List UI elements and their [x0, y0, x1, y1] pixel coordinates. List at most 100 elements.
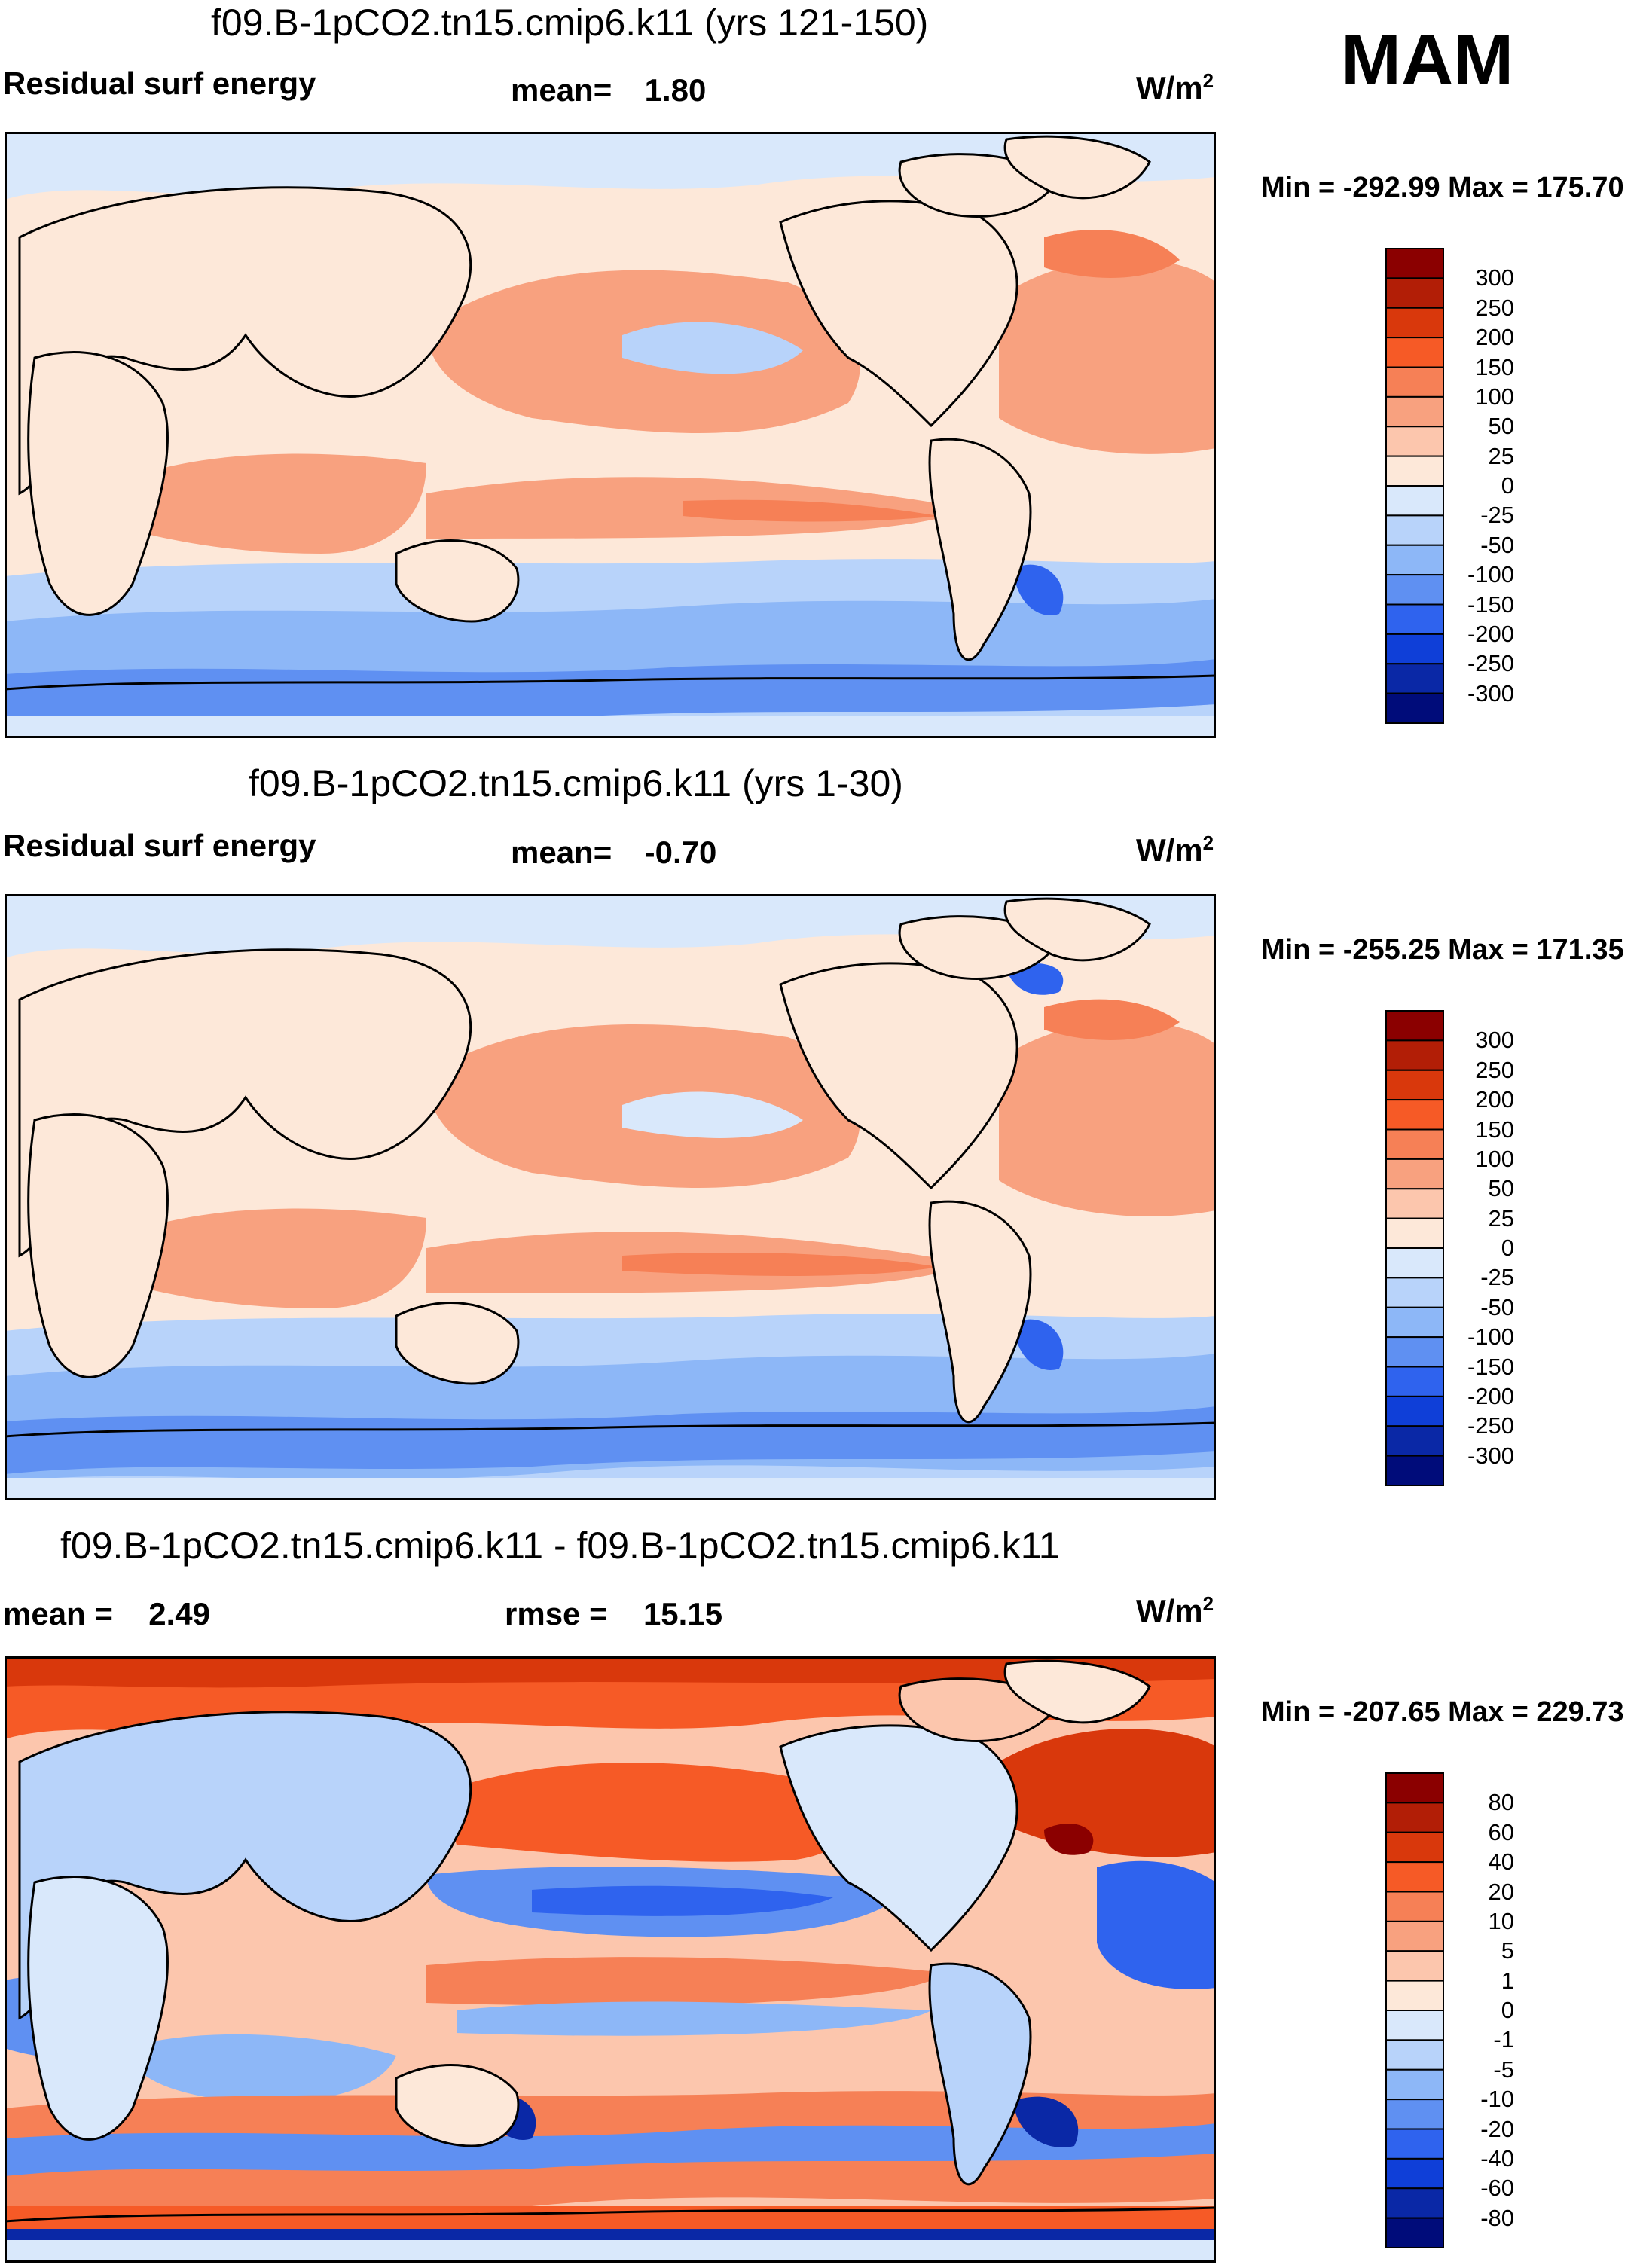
colorbar-swatch [1385, 1336, 1444, 1368]
colorbar-tick-label: 0 [1501, 1235, 1514, 1261]
panel-1-mean-label: mean= 1.80 [511, 72, 706, 109]
colorbar-tick-label: -50 [1480, 531, 1514, 558]
colorbar-tick-label: 0 [1501, 472, 1514, 499]
colorbar-swatch [1385, 544, 1444, 576]
colorbar-swatch [1385, 1188, 1444, 1219]
colorbar-swatch [1385, 1831, 1444, 1864]
colorbar-tick-label: 250 [1475, 294, 1514, 321]
panel-1-map [5, 132, 1216, 738]
season-label: MAM [1341, 20, 1514, 100]
panel-2-colorbar [1385, 1010, 1444, 1486]
colorbar-swatch [1385, 485, 1444, 517]
panel-1-mean-value: 1.80 [644, 72, 707, 108]
panel-3-rmse-text: rmse = [505, 1596, 608, 1632]
colorbar-swatch [1385, 1069, 1444, 1101]
colorbar-tick-label: -60 [1480, 2175, 1514, 2202]
panel-3-mean-text: mean = [3, 1596, 113, 1632]
panel-1-minmax: Min = -292.99 Max = 175.70 [1261, 172, 1624, 203]
colorbar-swatch [1385, 1772, 1444, 1804]
panel-1-variable-label: Residual surf energy [3, 66, 316, 101]
colorbar-tick-label: -300 [1467, 679, 1514, 707]
colorbar-swatch [1385, 663, 1444, 694]
colorbar-tick-label: 150 [1475, 1116, 1514, 1143]
colorbar-tick-label: 40 [1488, 1848, 1514, 1876]
colorbar-tick-label: -250 [1467, 650, 1514, 677]
colorbar-tick-label: -50 [1480, 1293, 1514, 1320]
panel-3-colorbar [1385, 1772, 1444, 2248]
colorbar-tick-label: 0 [1501, 1997, 1514, 2023]
panel-1-units: W/m2 [1136, 69, 1214, 105]
colorbar-tick-label: -200 [1467, 620, 1514, 647]
colorbar-swatch [1385, 2217, 1444, 2248]
colorbar-tick-label: 100 [1475, 383, 1514, 410]
colorbar-tick-label: -1 [1493, 2026, 1514, 2053]
panel-2-mean-label: mean= -0.70 [511, 834, 716, 871]
panel-2-units: W/m2 [1136, 832, 1214, 868]
colorbar-tick-label: 1 [1501, 1967, 1514, 1994]
colorbar-swatch [1385, 514, 1444, 546]
colorbar-tick-label: -200 [1467, 1382, 1514, 1409]
colorbar-tick-label: -300 [1467, 1442, 1514, 1469]
colorbar-swatch [1385, 426, 1444, 457]
panel-3-map [5, 1656, 1216, 2263]
colorbar-tick-label: 25 [1488, 442, 1514, 469]
panel-3-title: f09.B-1pCO2.tn15.cmip6.k11 - f09.B-1pCO2… [60, 1525, 1060, 1567]
colorbar-tick-label: -150 [1467, 591, 1514, 618]
panel-3-mean-value: 2.49 [148, 1596, 211, 1632]
panel-2-mean-text: mean= [511, 835, 612, 870]
panel-3-rmse-label: rmse = 15.15 [505, 1595, 722, 1633]
colorbar-tick-label: -25 [1480, 1264, 1514, 1291]
panel-1-mean-text: mean= [511, 72, 612, 108]
panel-2-map [5, 894, 1216, 1500]
colorbar-tick-label: -100 [1467, 1323, 1514, 1351]
colorbar-tick-label: 5 [1501, 1937, 1514, 1964]
colorbar-tick-label: -5 [1493, 2056, 1514, 2083]
colorbar-tick-label: 300 [1475, 1027, 1514, 1054]
colorbar-tick-label: 200 [1475, 1086, 1514, 1113]
colorbar-swatch [1385, 1099, 1444, 1131]
panel-1-colorbar [1385, 248, 1444, 724]
colorbar-tick-label: 10 [1488, 1907, 1514, 1934]
panel-2-mean-value: -0.70 [644, 835, 717, 870]
colorbar-tick-label: -20 [1480, 2115, 1514, 2142]
panel-3-rmse-value: 15.15 [643, 1596, 723, 1632]
colorbar-tick-label: 250 [1475, 1056, 1514, 1083]
panel-3-minmax: Min = -207.65 Max = 229.73 [1261, 1696, 1624, 1728]
colorbar-tick-label: 50 [1488, 413, 1514, 440]
colorbar-tick-label: 80 [1488, 1789, 1514, 1816]
panel-2-variable-label: Residual surf energy [3, 828, 316, 863]
colorbar-swatch [1385, 1247, 1444, 1279]
colorbar-tick-label: 60 [1488, 1818, 1514, 1845]
colorbar-tick-label: 300 [1475, 264, 1514, 292]
colorbar-tick-label: -150 [1467, 1353, 1514, 1380]
panel-2-title: f09.B-1pCO2.tn15.cmip6.k11 (yrs 1-30) [249, 762, 903, 804]
colorbar-swatch [1385, 1277, 1444, 1308]
colorbar-swatch [1385, 307, 1444, 339]
colorbar-swatch [1385, 2010, 1444, 2041]
colorbar-swatch [1385, 366, 1444, 398]
panel-3-mean-label: mean = 2.49 [3, 1595, 210, 1633]
colorbar-swatch [1385, 2128, 1444, 2160]
colorbar-swatch [1385, 2039, 1444, 2071]
panel-1-title: f09.B-1pCO2.tn15.cmip6.k11 (yrs 121-150) [211, 2, 929, 44]
colorbar-tick-label: -100 [1467, 561, 1514, 588]
colorbar-swatch [1385, 692, 1444, 724]
colorbar-tick-label: 100 [1475, 1145, 1514, 1172]
colorbar-tick-label: -80 [1480, 2204, 1514, 2231]
colorbar-tick-label: 200 [1475, 324, 1514, 351]
colorbar-tick-label: -250 [1467, 1412, 1514, 1439]
colorbar-swatch [1385, 1920, 1444, 1952]
panel-2-minmax: Min = -255.25 Max = 171.35 [1261, 934, 1624, 966]
colorbar-tick-label: 25 [1488, 1204, 1514, 1232]
colorbar-swatch [1385, 1455, 1444, 1486]
colorbar-tick-label: 150 [1475, 353, 1514, 380]
colorbar-tick-label: 50 [1488, 1175, 1514, 1202]
colorbar-swatch [1385, 2068, 1444, 2101]
colorbar-swatch [1385, 1802, 1444, 1833]
colorbar-swatch [1385, 2099, 1444, 2130]
colorbar-tick-label: -25 [1480, 502, 1514, 529]
colorbar-swatch [1385, 1158, 1444, 1190]
colorbar-tick-label: -40 [1480, 2144, 1514, 2172]
colorbar-tick-label: 20 [1488, 1878, 1514, 1905]
colorbar-tick-label: -10 [1480, 2086, 1514, 2113]
